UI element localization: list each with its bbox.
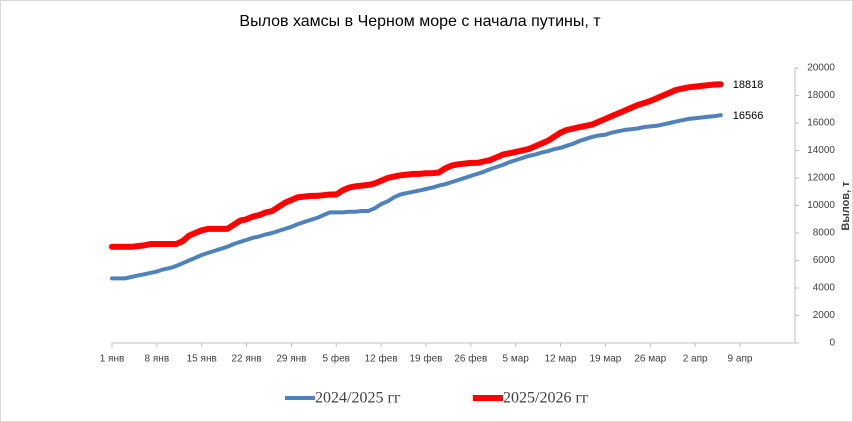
x-tick-label: 9 апр: [728, 354, 753, 365]
x-tick-label: 8 янв: [145, 354, 170, 365]
x-tick-label: 12 мар: [545, 354, 577, 365]
series-line: [109, 81, 724, 250]
x-tick-label: 15 янв: [187, 354, 217, 365]
x-tick-label: 12 фев: [365, 353, 398, 365]
y-tick-label: 18000: [807, 90, 835, 101]
x-tick-label: 1 янв: [100, 354, 125, 365]
y-tick-label: 4000: [813, 283, 836, 294]
end-value-label: 18818: [733, 79, 764, 91]
y-tick-label: 12000: [807, 173, 835, 184]
series-line: [110, 113, 723, 281]
y-tick-label: 6000: [813, 255, 836, 266]
y-tick-label: 20000: [807, 63, 835, 74]
y-tick-label: 10000: [807, 200, 835, 211]
chart-title: Вылов хамсы в Черном море с начала путин…: [239, 13, 601, 30]
y-axis-title: Вылов, т: [840, 181, 852, 231]
legend-label: 2025/2026 гг: [503, 390, 589, 407]
x-tick-label: 2 апр: [683, 354, 708, 365]
y-tick-label: 14000: [807, 145, 835, 156]
x-tick-label: 5 мар: [503, 354, 530, 365]
x-tick-label: 5 фев: [323, 353, 350, 365]
y-tick-label: 0: [829, 338, 835, 349]
y-tick-label: 2000: [813, 310, 836, 321]
x-tick-label: 19 мар: [589, 354, 621, 365]
legend-label: 2024/2025 гг: [315, 390, 401, 407]
x-tick-label: 29 янв: [276, 354, 306, 365]
x-tick-label: 19 фев: [409, 353, 442, 365]
x-tick-label: 26 фев: [454, 353, 487, 365]
end-value-label: 16566: [733, 110, 764, 122]
y-tick-label: 16000: [807, 118, 835, 129]
x-tick-label: 26 мар: [634, 354, 666, 365]
x-tick-label: 22 янв: [231, 354, 261, 365]
y-tick-label: 8000: [813, 228, 836, 239]
